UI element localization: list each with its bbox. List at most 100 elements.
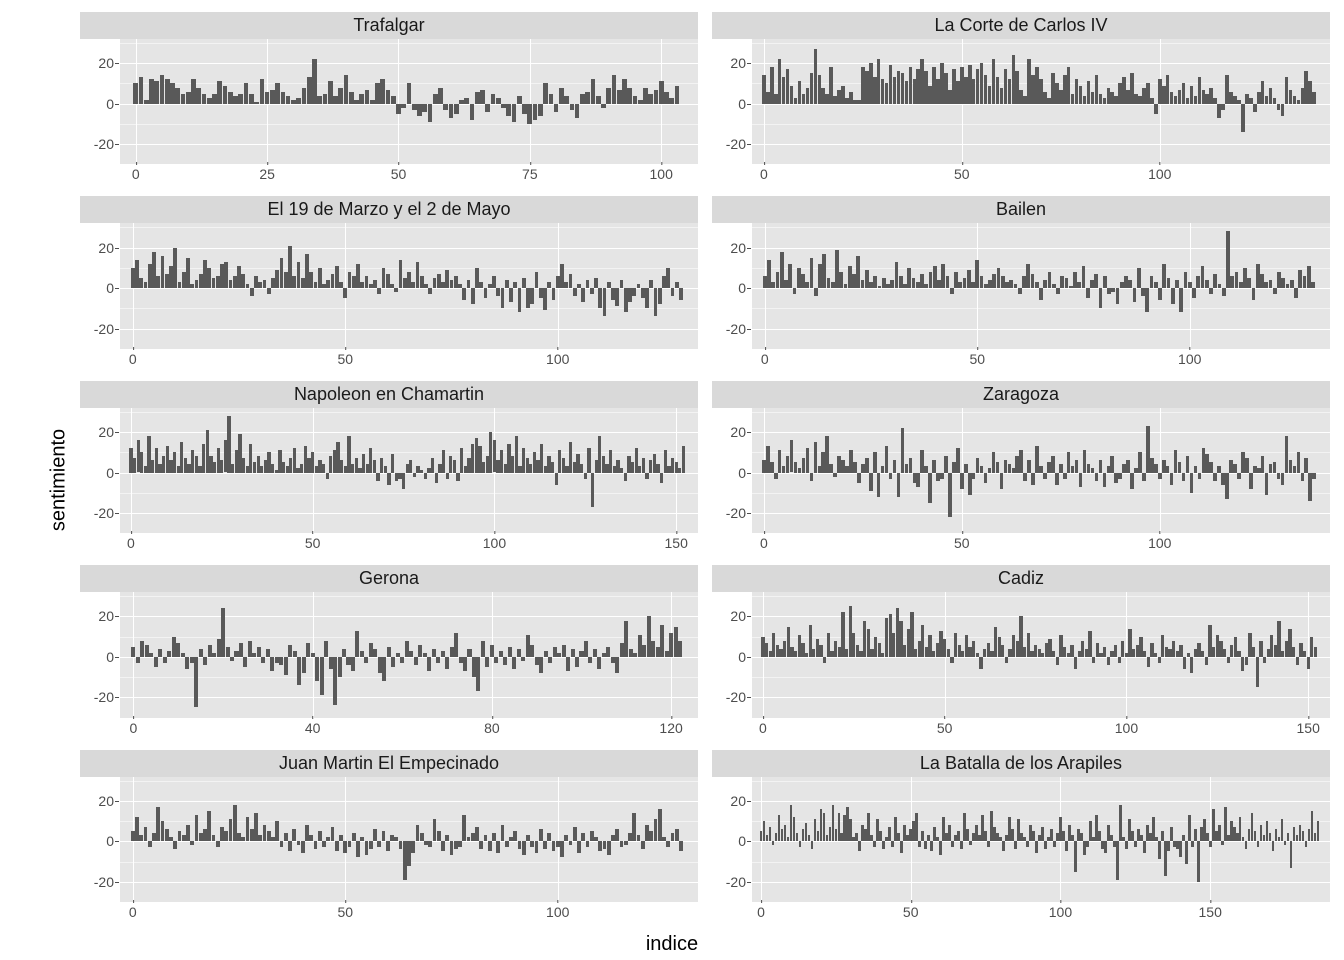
bar bbox=[647, 616, 651, 656]
bar bbox=[1281, 278, 1285, 288]
bar bbox=[1221, 104, 1225, 110]
x-tick-label: 50 bbox=[391, 166, 407, 182]
bar bbox=[1277, 272, 1281, 288]
bar bbox=[135, 260, 139, 288]
bar bbox=[1137, 268, 1141, 288]
x-axis: 050100150 bbox=[120, 533, 698, 555]
bar bbox=[566, 657, 570, 671]
y-tick-label: 0 bbox=[106, 280, 114, 296]
bar bbox=[517, 96, 522, 104]
bar bbox=[480, 90, 485, 104]
bar bbox=[649, 831, 653, 841]
bar bbox=[169, 837, 173, 841]
bar bbox=[873, 841, 876, 847]
bar bbox=[641, 288, 645, 298]
bar bbox=[869, 282, 873, 288]
bar bbox=[365, 90, 370, 104]
bar bbox=[556, 841, 560, 847]
bar bbox=[967, 270, 971, 288]
bar bbox=[940, 473, 944, 479]
bar bbox=[491, 94, 496, 104]
bar bbox=[315, 657, 319, 681]
bar bbox=[250, 829, 254, 841]
bar bbox=[1150, 276, 1154, 288]
bar bbox=[944, 456, 948, 472]
x-tick-label: 100 bbox=[1049, 904, 1072, 920]
bar bbox=[1225, 473, 1229, 499]
bar bbox=[643, 88, 648, 104]
bar bbox=[305, 254, 309, 288]
bar bbox=[263, 825, 267, 841]
y-tick-label: -20 bbox=[94, 321, 114, 337]
bar bbox=[1298, 270, 1302, 288]
bar bbox=[427, 657, 431, 671]
bar bbox=[633, 653, 637, 657]
bar bbox=[441, 651, 445, 657]
bar bbox=[1011, 829, 1014, 841]
bar bbox=[1154, 282, 1158, 288]
bar bbox=[638, 635, 642, 657]
bar bbox=[1041, 827, 1044, 841]
bar bbox=[249, 94, 254, 104]
bar bbox=[1188, 815, 1191, 841]
bar bbox=[217, 81, 222, 103]
bar bbox=[1186, 456, 1190, 472]
x-tick-label: 0 bbox=[759, 720, 767, 736]
bar bbox=[490, 645, 494, 657]
bar bbox=[916, 473, 920, 487]
bar bbox=[331, 274, 335, 288]
bar bbox=[1000, 473, 1004, 489]
bar bbox=[805, 282, 809, 288]
bar bbox=[154, 657, 158, 667]
bar bbox=[301, 841, 305, 853]
bar bbox=[1230, 276, 1234, 288]
bar bbox=[656, 647, 660, 657]
bar bbox=[185, 657, 189, 669]
bar bbox=[769, 827, 772, 841]
bar bbox=[373, 829, 377, 841]
bar bbox=[642, 645, 646, 657]
bar bbox=[394, 288, 398, 292]
x-tick-label: 120 bbox=[659, 720, 682, 736]
bar bbox=[411, 841, 415, 853]
bar bbox=[248, 641, 252, 657]
bar bbox=[664, 92, 669, 104]
bar bbox=[535, 657, 539, 665]
bar bbox=[996, 462, 1000, 472]
bar bbox=[386, 90, 391, 104]
bar bbox=[615, 829, 619, 841]
bar bbox=[437, 274, 441, 288]
x-axis: 050100 bbox=[120, 902, 698, 924]
bar bbox=[1131, 831, 1134, 841]
bar bbox=[178, 282, 182, 288]
bar bbox=[1233, 464, 1237, 472]
bar bbox=[590, 831, 594, 841]
bar bbox=[140, 641, 144, 657]
bar bbox=[571, 649, 575, 657]
bar bbox=[1142, 473, 1146, 481]
bar bbox=[349, 92, 354, 104]
bar bbox=[359, 94, 364, 104]
bar bbox=[1249, 473, 1253, 489]
bar bbox=[878, 286, 882, 288]
bar bbox=[435, 473, 438, 483]
bar bbox=[885, 446, 889, 472]
bar bbox=[475, 92, 480, 104]
bar bbox=[326, 837, 330, 841]
bar bbox=[763, 276, 767, 288]
bar bbox=[196, 88, 201, 104]
bar bbox=[382, 268, 386, 288]
bar bbox=[801, 274, 805, 288]
bar bbox=[496, 98, 501, 104]
bar bbox=[666, 268, 670, 288]
x-tick-label: 0 bbox=[127, 535, 135, 551]
bar bbox=[772, 841, 775, 845]
bar bbox=[1001, 276, 1005, 288]
bar bbox=[1070, 645, 1073, 657]
bar bbox=[1188, 282, 1192, 288]
bar bbox=[501, 104, 506, 108]
bar bbox=[770, 462, 774, 472]
bar bbox=[598, 288, 602, 308]
bar bbox=[903, 284, 907, 288]
bar bbox=[454, 841, 458, 849]
